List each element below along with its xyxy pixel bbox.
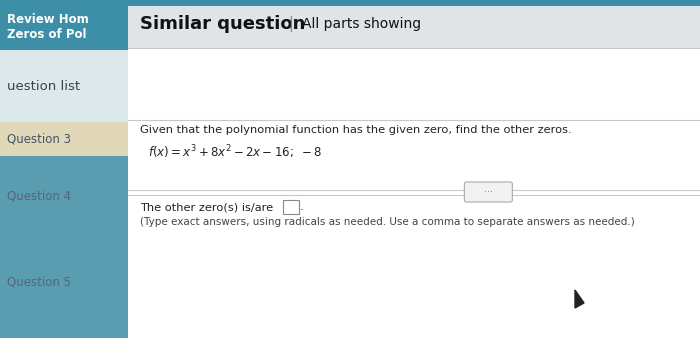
Text: $f(x) = x^3 + 8x^2 - 2x - 16;\ -8$: $f(x) = x^3 + 8x^2 - 2x - 16;\ -8$ (148, 143, 322, 161)
FancyBboxPatch shape (128, 0, 700, 48)
FancyBboxPatch shape (464, 182, 512, 202)
FancyBboxPatch shape (283, 200, 298, 214)
Text: |: | (288, 16, 293, 32)
FancyBboxPatch shape (128, 48, 700, 338)
FancyBboxPatch shape (0, 122, 128, 156)
Text: Question 5: Question 5 (7, 275, 71, 289)
Text: Question 4: Question 4 (7, 190, 71, 202)
FancyBboxPatch shape (0, 50, 128, 122)
FancyBboxPatch shape (0, 0, 128, 50)
Text: (Type exact answers, using radicals as needed. Use a comma to separate answers a: (Type exact answers, using radicals as n… (140, 217, 635, 227)
Text: Given that the polynomial function has the given zero, find the other zeros.: Given that the polynomial function has t… (140, 125, 572, 135)
Text: .: . (300, 202, 304, 212)
FancyBboxPatch shape (128, 0, 700, 6)
Polygon shape (575, 290, 584, 308)
Text: Question 3: Question 3 (7, 132, 71, 145)
FancyBboxPatch shape (0, 0, 128, 338)
Text: The other zero(s) is/are: The other zero(s) is/are (140, 202, 273, 212)
Text: Zeros of Pol: Zeros of Pol (7, 28, 87, 41)
Text: Similar question: Similar question (140, 15, 305, 33)
Text: Review Hom: Review Hom (7, 13, 89, 26)
Text: ···: ··· (484, 187, 493, 197)
Text: uestion list: uestion list (7, 79, 80, 93)
Text: All parts showing: All parts showing (302, 17, 421, 31)
